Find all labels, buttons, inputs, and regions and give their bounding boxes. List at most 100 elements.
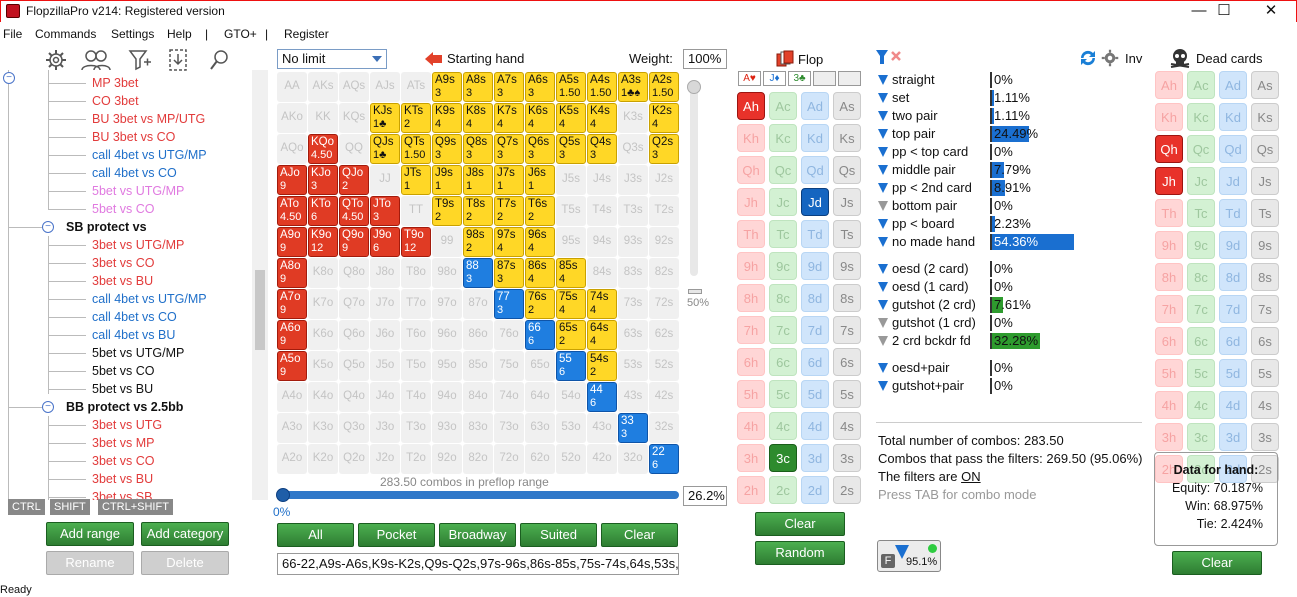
- flop-card[interactable]: 6s: [833, 348, 861, 376]
- funnel-icon[interactable]: [878, 129, 888, 139]
- dead-card[interactable]: As: [1251, 71, 1279, 99]
- dead-card[interactable]: 9d: [1219, 231, 1247, 259]
- hand-cell[interactable]: A3o: [277, 413, 307, 443]
- hand-cell[interactable]: A6o 9: [277, 320, 307, 350]
- hand-cell[interactable]: A9s 3: [432, 72, 462, 102]
- dead-card[interactable]: 8c: [1187, 263, 1215, 291]
- maximize-icon[interactable]: ☐: [1217, 2, 1231, 19]
- flop-card[interactable]: 5h: [737, 380, 765, 408]
- hand-cell[interactable]: 65s 2: [556, 320, 586, 350]
- hand-cell[interactable]: J8s 1: [463, 165, 493, 195]
- dead-card[interactable]: 7d: [1219, 295, 1247, 323]
- hand-cell[interactable]: A4o: [277, 382, 307, 412]
- flop-card[interactable]: Ks: [833, 124, 861, 152]
- range-broadway-button[interactable]: Broadway: [439, 523, 516, 547]
- hand-cell[interactable]: K4s 4: [587, 103, 617, 133]
- flop-slot[interactable]: [838, 71, 861, 86]
- hand-cell[interactable]: 93o: [432, 413, 462, 443]
- dead-card[interactable]: 5h: [1155, 359, 1183, 387]
- hand-cell[interactable]: J3o: [370, 413, 400, 443]
- tree-item[interactable]: 3bet vs SB: [92, 490, 153, 500]
- hand-cell[interactable]: 95o: [432, 351, 462, 381]
- flop-slot[interactable]: 3♣: [788, 71, 811, 86]
- hand-cell[interactable]: J9o 6: [370, 227, 400, 257]
- hand-cell[interactable]: 64o: [525, 382, 555, 412]
- funnel-icon[interactable]: [878, 201, 888, 211]
- flop-card[interactable]: Kc: [769, 124, 797, 152]
- hand-cell[interactable]: A7s 3: [494, 72, 524, 102]
- hand-cell[interactable]: T3o: [401, 413, 431, 443]
- hand-cell[interactable]: TT: [401, 196, 431, 226]
- hand-cell[interactable]: 74s 4: [587, 289, 617, 319]
- hand-cell[interactable]: T7o: [401, 289, 431, 319]
- hand-cell[interactable]: 54o: [556, 382, 586, 412]
- dead-card[interactable]: 6d: [1219, 327, 1247, 355]
- funnel-icon[interactable]: [878, 183, 888, 193]
- filter-row[interactable]: set: [878, 89, 909, 107]
- hand-cell[interactable]: T7s 2: [494, 196, 524, 226]
- add-range-button[interactable]: Add range: [46, 522, 134, 546]
- hand-cell[interactable]: A2s 1.50: [649, 72, 679, 102]
- funnel-icon[interactable]: [878, 219, 888, 229]
- filter-row[interactable]: straight: [878, 71, 935, 89]
- dead-card[interactable]: Th: [1155, 199, 1183, 227]
- dead-card[interactable]: Qs: [1251, 135, 1279, 163]
- flop-card[interactable]: 6h: [737, 348, 765, 376]
- hand-cell[interactable]: A2o: [277, 444, 307, 474]
- menu-gto[interactable]: GTO+: [224, 27, 257, 41]
- hand-cell[interactable]: 43s: [618, 382, 648, 412]
- flop-card[interactable]: 2c: [769, 476, 797, 504]
- hand-cell[interactable]: T9s 2: [432, 196, 462, 226]
- percent-slider[interactable]: [281, 491, 679, 499]
- funnel-icon[interactable]: [878, 318, 888, 328]
- rename-button[interactable]: Rename: [46, 551, 134, 575]
- hand-cell[interactable]: A9o 9: [277, 227, 307, 257]
- range-clear-button[interactable]: Clear: [601, 523, 678, 547]
- funnel-icon[interactable]: [878, 111, 888, 121]
- close-icon[interactable]: ✕: [1264, 2, 1278, 19]
- hand-cell[interactable]: 87o: [463, 289, 493, 319]
- hand-cell[interactable]: 53o: [556, 413, 586, 443]
- flop-random-button[interactable]: Random: [755, 541, 845, 565]
- hand-cell[interactable]: K7o: [308, 289, 338, 319]
- hand-cell[interactable]: 73s: [618, 289, 648, 319]
- flop-card[interactable]: 5c: [769, 380, 797, 408]
- flop-card[interactable]: Kh: [737, 124, 765, 152]
- hand-cell[interactable]: 42s: [649, 382, 679, 412]
- hand-cell[interactable]: Q9s 3: [432, 134, 462, 164]
- hand-cell[interactable]: 98o: [432, 258, 462, 288]
- dead-card[interactable]: 7c: [1187, 295, 1215, 323]
- hand-cell[interactable]: 88 3: [463, 258, 493, 288]
- flop-card[interactable]: 2s: [833, 476, 861, 504]
- flop-card[interactable]: 2d: [801, 476, 829, 504]
- flop-card[interactable]: Td: [801, 220, 829, 248]
- flop-card[interactable]: 9d: [801, 252, 829, 280]
- menu-register[interactable]: Register: [284, 27, 329, 41]
- hand-cell[interactable]: J4s: [587, 165, 617, 195]
- dead-card[interactable]: Qh: [1155, 135, 1183, 163]
- filter-row[interactable]: pp < board: [878, 215, 955, 233]
- hand-cell[interactable]: A5s 1.50: [556, 72, 586, 102]
- hand-cell[interactable]: KJs 1♣: [370, 103, 400, 133]
- flop-card[interactable]: As: [833, 92, 861, 120]
- tree-item[interactable]: MP 3bet: [92, 76, 139, 90]
- settings-gear-icon[interactable]: [1101, 49, 1119, 67]
- dead-card[interactable]: Td: [1219, 199, 1247, 227]
- dead-card[interactable]: 3s: [1251, 423, 1279, 451]
- hand-cell[interactable]: 65o: [525, 351, 555, 381]
- dead-card[interactable]: 4s: [1251, 391, 1279, 419]
- minimize-icon[interactable]: —: [1191, 2, 1207, 19]
- funnel-icon[interactable]: [878, 264, 888, 274]
- flop-card[interactable]: Ah: [737, 92, 765, 120]
- hand-cell[interactable]: J5o: [370, 351, 400, 381]
- funnel-icon[interactable]: [878, 147, 888, 157]
- weight-slider-thumb[interactable]: [687, 80, 701, 94]
- funnel-icon[interactable]: [878, 381, 888, 391]
- hand-cell[interactable]: 42o: [587, 444, 617, 474]
- hand-cell[interactable]: Q7s 3: [494, 134, 524, 164]
- hand-cell[interactable]: 63s: [618, 320, 648, 350]
- hand-cell[interactable]: 84o: [463, 382, 493, 412]
- hand-cell[interactable]: A8o 9: [277, 258, 307, 288]
- dead-card[interactable]: 3c: [1187, 423, 1215, 451]
- dead-card[interactable]: Qc: [1187, 135, 1215, 163]
